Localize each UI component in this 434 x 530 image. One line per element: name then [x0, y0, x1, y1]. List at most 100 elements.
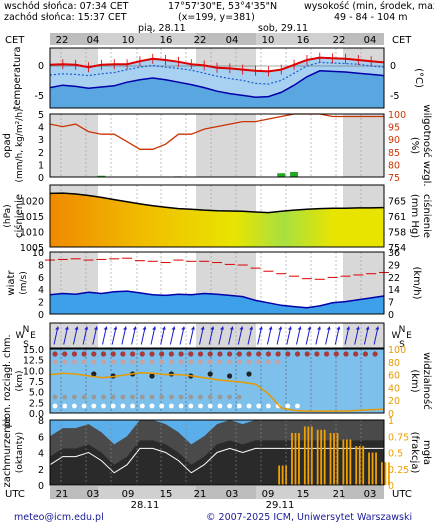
panel-frame-0	[49, 47, 385, 109]
panel-frame-5	[49, 348, 385, 414]
fog-unit-label: (frakcja)	[409, 432, 420, 474]
wind-arrow-head	[375, 326, 380, 330]
cloud-dot	[256, 351, 262, 357]
cloud-dot	[295, 403, 300, 409]
top-hour-label: 04	[226, 35, 239, 46]
humidity-ytick-label: 95	[388, 123, 400, 134]
panel-frame-4	[49, 322, 385, 349]
cloud-dot	[207, 359, 213, 365]
wind-arrow-head	[316, 326, 321, 330]
cloud-dot	[294, 351, 301, 357]
cloud-dot	[256, 359, 262, 365]
humidity-ytick-label: 85	[388, 148, 400, 159]
panel-frame-6	[49, 419, 385, 486]
cloud-dot	[91, 403, 97, 409]
cloud-dot	[81, 359, 87, 365]
fog-bar	[358, 446, 361, 485]
cloud-dot	[372, 351, 378, 357]
cloud-dot	[110, 351, 116, 357]
compass-n-right: N	[399, 325, 406, 335]
wind-area	[50, 291, 384, 314]
cloud-dot	[62, 351, 68, 357]
cloud-dot	[266, 403, 271, 409]
contact-email[interactable]: meteo@icm.edu.pl	[14, 512, 104, 523]
cloud-dot	[110, 359, 116, 365]
wind-label: wiatr	[6, 270, 17, 296]
cloud-ytick-label: 0.0	[29, 409, 44, 420]
cloud-dot	[62, 394, 68, 400]
cloud-dot	[120, 403, 126, 409]
top-day2: sob, 29.11	[258, 23, 308, 34]
cloud-dot	[120, 351, 126, 357]
wind-arrow-head	[161, 326, 166, 330]
cloud-dot	[81, 394, 87, 400]
wind-arrow-head	[64, 326, 69, 330]
fog-ytick-label: 0.25	[388, 465, 409, 476]
pressure-mmhg-tick-label: 765	[388, 197, 406, 208]
bottom-hour-label: 15	[297, 489, 310, 500]
bottom-axis-night-2	[343, 486, 384, 499]
wind-arrow-head	[307, 326, 312, 330]
cloud-dot	[227, 351, 233, 357]
wind-arrow-head	[103, 326, 108, 330]
fog-bar	[342, 439, 345, 485]
top-hour-label: 04	[87, 35, 100, 46]
pressure-ytick-label: 1015	[20, 212, 44, 223]
fog-ytick-label: 0.5	[388, 449, 403, 460]
wind-arrow-head	[258, 326, 263, 330]
fog-bar	[371, 452, 374, 485]
cloud-dot	[169, 394, 174, 400]
visibility-ytick-label: 80	[388, 358, 400, 369]
pressure-ytick-label: 1005	[20, 243, 44, 254]
cloud-dot	[130, 394, 136, 400]
humidity-ytick-label: 75	[388, 173, 400, 184]
wind-arrow-head	[93, 326, 98, 330]
fog-bar	[278, 465, 281, 485]
bottom-hour-label: 21	[333, 489, 346, 500]
sunset-text: zachód słońca: 15:37 CET	[4, 12, 127, 23]
cloud-dot	[178, 351, 184, 357]
cloud-dot	[149, 351, 155, 357]
top-tz-right: CET	[392, 35, 412, 46]
visibility-ytick-label: 60	[388, 371, 400, 382]
wind-arrow-head	[297, 326, 302, 330]
fog-ytick-label: 0	[388, 481, 394, 492]
cloud-dot	[91, 371, 97, 377]
wind-ytick-label: 10	[32, 248, 44, 259]
top-axis-night-0	[50, 33, 98, 45]
cloud-dot	[159, 351, 165, 357]
fog-bar	[307, 426, 310, 485]
cloud-dot	[256, 403, 262, 409]
top-axis-night-2	[343, 33, 384, 45]
pressure-mmhg-tick-label: 754	[388, 243, 406, 254]
cloud-dot	[197, 351, 204, 357]
cloud-dot	[130, 403, 136, 409]
precip-ytick-label: 0	[38, 173, 44, 184]
cloud-dot	[139, 351, 145, 357]
cloud-dot	[353, 351, 359, 357]
fog-bar	[368, 452, 370, 485]
cloud-dot	[81, 351, 87, 357]
wind-arrow-head	[346, 326, 350, 330]
humidity-ytick-label: 90	[388, 135, 400, 146]
bottom-axis-night-1	[196, 486, 256, 499]
coordinates-text: 17°57'30"E, 53°4'35"N	[168, 1, 278, 12]
cloud-dot	[52, 394, 58, 400]
cloud-ytick-label: 10.0	[23, 366, 44, 377]
wind-arrow-head	[210, 326, 215, 330]
wind-arrow-head	[355, 326, 360, 330]
cloud-ytick-label: 12.5	[23, 356, 44, 367]
cloud-dot	[217, 359, 223, 365]
cloud-dot	[188, 351, 194, 357]
cloud-dot	[149, 373, 155, 379]
top-hour-label: 22	[333, 35, 346, 46]
cloud-dot	[236, 394, 242, 400]
cloudcover-unit-label: (oktanty)	[15, 432, 25, 473]
humidity-line	[49, 113, 384, 150]
bottom-tz-right: UTC	[392, 489, 412, 500]
panel-frame-3	[49, 251, 385, 315]
cloud-dot	[91, 359, 97, 365]
bottom-hour-label: 09	[262, 489, 275, 500]
wind-arrow-head	[336, 326, 341, 330]
bottom-hour-label: 15	[160, 489, 173, 500]
